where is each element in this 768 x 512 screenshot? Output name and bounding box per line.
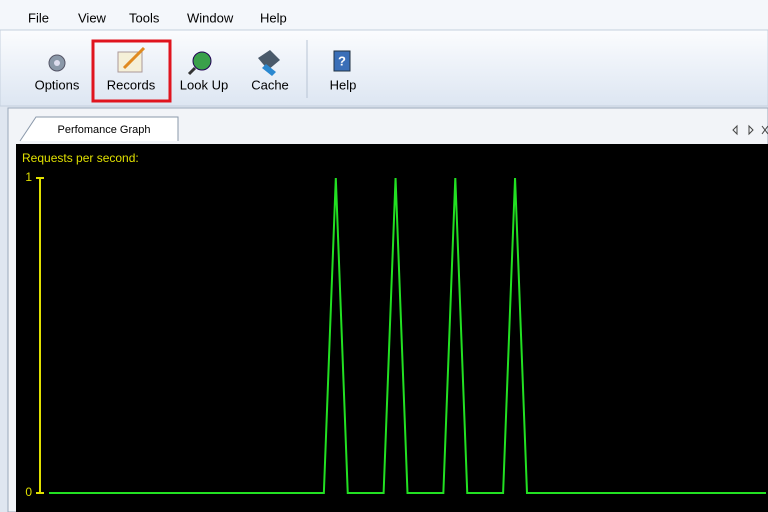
toolbar-label: Cache	[251, 77, 289, 92]
tab-label: Perfomance Graph	[58, 124, 151, 136]
help-icon-glyph: ?	[338, 53, 346, 68]
y-tick-label: 1	[25, 170, 32, 184]
menu-item[interactable]: Help	[260, 10, 287, 25]
toolbar-label: Help	[330, 77, 357, 92]
menu-item[interactable]: Window	[187, 10, 234, 25]
gear-hole	[54, 60, 60, 66]
menu-item[interactable]: File	[28, 10, 49, 25]
toolbar-label: Look Up	[180, 77, 228, 92]
y-tick-label: 0	[25, 485, 32, 499]
toolbar-label: Options	[35, 77, 80, 92]
graph-area	[16, 144, 768, 512]
screen: File View Tools Window Help Options Reco…	[0, 0, 768, 512]
chart-title: Requests per second:	[22, 151, 139, 165]
lookup-icon	[193, 52, 211, 70]
menu-item[interactable]: View	[78, 10, 107, 25]
toolbar-label: Records	[107, 77, 156, 92]
menu-item[interactable]: Tools	[129, 10, 160, 25]
app-window: File View Tools Window Help Options Reco…	[0, 0, 768, 512]
menu-bar	[0, 0, 768, 30]
